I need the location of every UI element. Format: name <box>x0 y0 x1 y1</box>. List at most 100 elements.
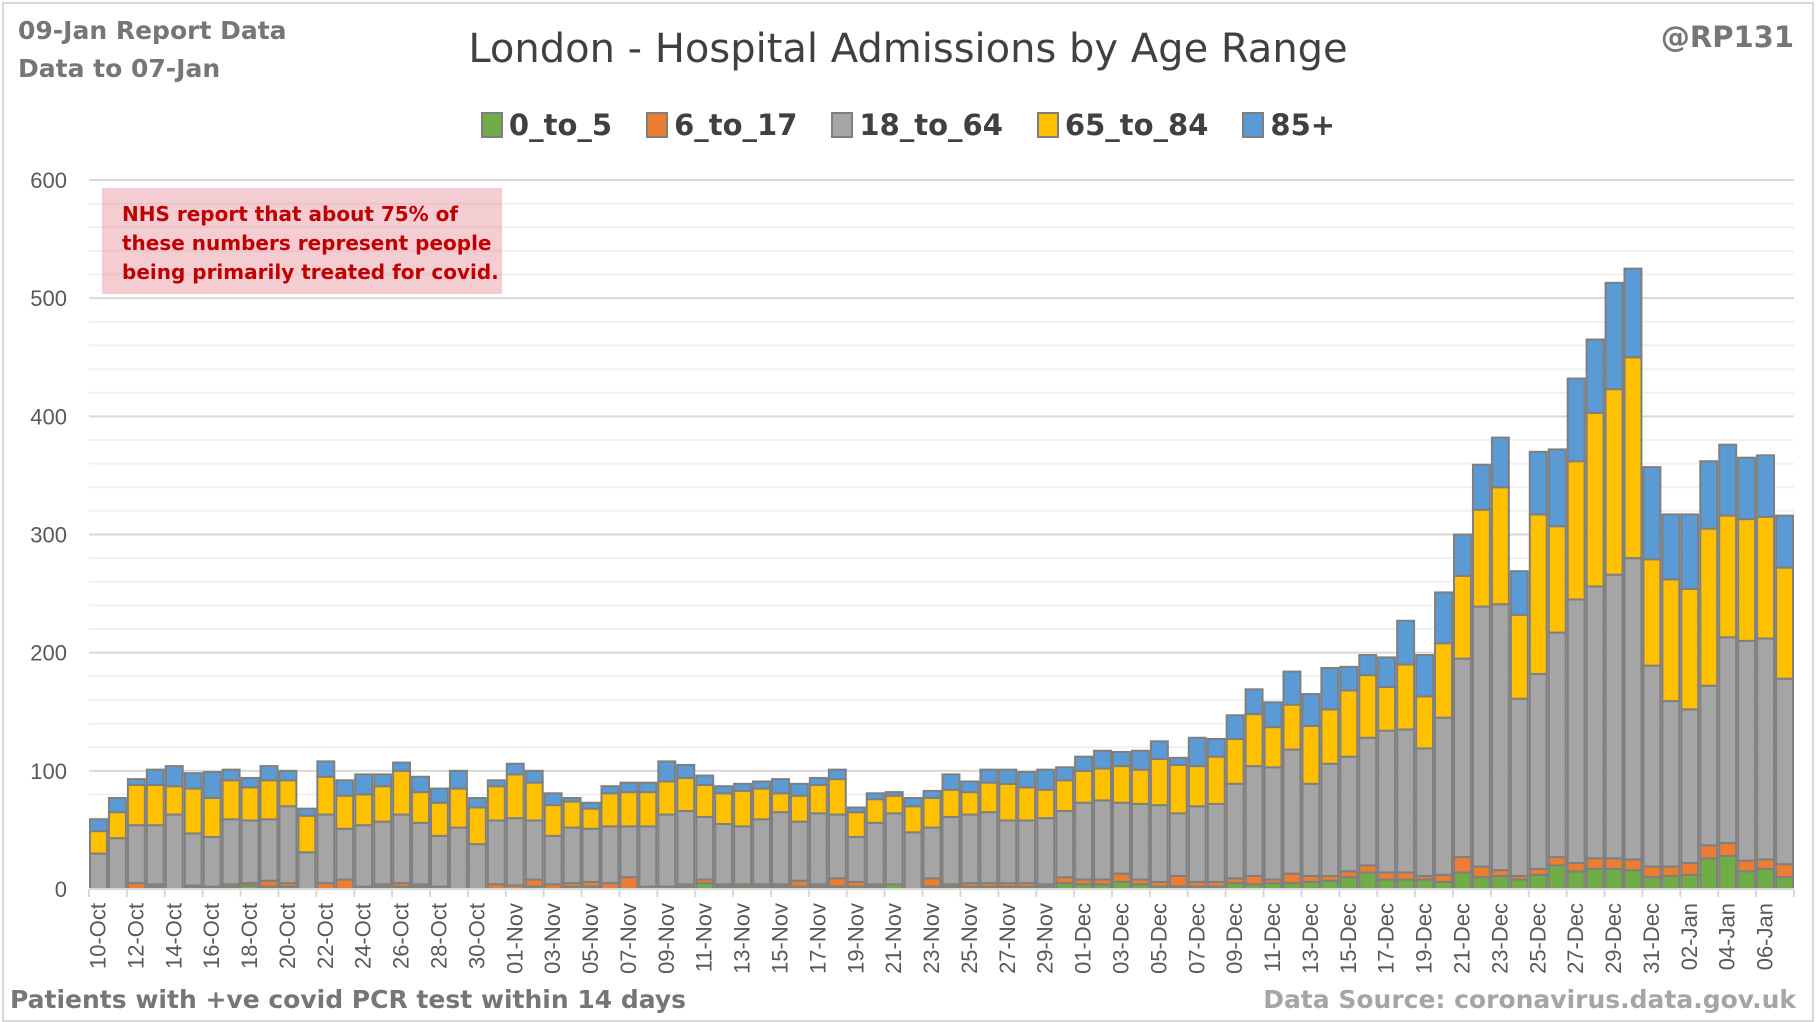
bar-segment-65_to_84 <box>1149 758 1169 807</box>
bar-segment-18_to_64 <box>126 824 146 885</box>
bar-segment-85plus <box>297 807 317 817</box>
bar-segment-85plus <box>543 792 563 807</box>
bar-segment-85plus <box>1112 750 1131 768</box>
bar-segment-6_to_17 <box>1453 856 1472 874</box>
bar-segment-18_to_64 <box>1699 684 1719 847</box>
bar-segment-65_to_84 <box>297 814 317 854</box>
bar-segment-18_to_64 <box>1263 766 1283 881</box>
bar-segment-85plus <box>354 773 374 796</box>
bar-segment-0_to_5 <box>1301 880 1321 890</box>
bar-segment-18_to_64 <box>1017 819 1037 885</box>
bar-segment-65_to_84 <box>562 800 582 829</box>
legend-swatch <box>480 112 503 138</box>
y-tick-label: 400 <box>30 404 67 429</box>
bar-segment-85plus <box>1453 533 1472 577</box>
bar-segment-85plus <box>467 797 487 809</box>
bar-segment-18_to_64 <box>1168 812 1188 878</box>
bar-segment-18_to_64 <box>638 825 658 888</box>
bar-segment-85plus <box>1396 619 1416 666</box>
bar-segment-85plus <box>1301 693 1321 727</box>
bar-segment-65_to_84 <box>448 787 468 829</box>
bar-segment-85plus <box>524 769 544 784</box>
bar-segment-65_to_84 <box>846 811 866 839</box>
bar-segment-6_to_17 <box>1775 863 1794 879</box>
bar-segment-65_to_84 <box>1130 768 1150 805</box>
bar-segment-85plus <box>107 797 127 814</box>
bar-segment-85plus <box>1756 454 1776 518</box>
legend-item: 18_to_64 <box>831 108 1003 142</box>
bar-segment-6_to_17 <box>1282 872 1302 885</box>
bar-segment-85plus <box>1680 513 1700 590</box>
bar-segment-65_to_84 <box>1490 486 1510 606</box>
bar-segment-6_to_17 <box>1623 858 1643 872</box>
bar-segment-18_to_64 <box>941 815 961 886</box>
bar-segment-18_to_64 <box>202 836 222 888</box>
bar-segment-6_to_17 <box>1737 859 1757 873</box>
bar-segment-85plus <box>695 774 715 787</box>
bar-segment-85plus <box>1320 667 1340 711</box>
bar-segment-65_to_84 <box>107 811 127 840</box>
bar-segment-65_to_84 <box>1699 527 1719 687</box>
bar-segment-18_to_64 <box>373 820 393 886</box>
bar-segment-65_to_84 <box>1017 786 1037 822</box>
bar-segment-65_to_84 <box>259 779 279 821</box>
bar-segment-18_to_64 <box>922 826 942 880</box>
bar-segment-85plus <box>752 780 771 790</box>
bar-segment-65_to_84 <box>1339 689 1359 758</box>
bar-segment-0_to_5 <box>1680 873 1700 891</box>
legend-label: 65_to_84 <box>1064 108 1209 142</box>
bar-segment-18_to_64 <box>1377 729 1397 874</box>
bar-segment-85plus <box>1187 736 1207 768</box>
bar-segment-0_to_5 <box>1358 871 1378 890</box>
bar-segment-18_to_64 <box>752 818 771 886</box>
bar-segment-65_to_84 <box>240 786 260 822</box>
bar-segment-0_to_5 <box>1396 878 1416 891</box>
x-tick-label: 05-Nov <box>578 903 603 974</box>
bar-segment-65_to_84 <box>1377 685 1397 732</box>
bar-segment-65_to_84 <box>524 781 544 822</box>
bar-segment-18_to_64 <box>467 843 487 891</box>
x-tick-label: 17-Nov <box>805 903 830 974</box>
bar-segment-85plus <box>1149 740 1169 761</box>
bar-segment-85plus <box>240 776 260 789</box>
bar-segment-0_to_5 <box>1642 876 1662 891</box>
bar-segment-85plus <box>1699 460 1719 530</box>
bar-segment-18_to_64 <box>1112 801 1131 875</box>
bar-segment-85plus <box>979 768 999 784</box>
bar-segment-65_to_84 <box>1680 587 1700 711</box>
bar-segment-18_to_64 <box>1093 799 1112 881</box>
bar-segment-18_to_64 <box>1566 598 1586 865</box>
bar-segment-18_to_64 <box>430 834 449 888</box>
bar-segment-6_to_17 <box>335 878 355 891</box>
bar-segment-85plus <box>505 762 525 776</box>
x-tick-label: 25-Dec <box>1525 903 1550 974</box>
bar-segment-18_to_64 <box>107 837 127 891</box>
chart-legend: 0_to_5 6_to_17 18_to_64 65_to_84 85+ <box>0 108 1816 142</box>
bar-segment-18_to_64 <box>505 817 525 887</box>
bar-segment-65_to_84 <box>89 830 108 855</box>
bar-segment-85plus <box>562 797 582 803</box>
bar-segment-65_to_84 <box>600 792 620 828</box>
bar-segment-18_to_64 <box>524 819 544 881</box>
bar-segment-6_to_17 <box>1244 875 1264 886</box>
bar-segment-85plus <box>771 778 790 795</box>
x-tick-label: 10-Oct <box>85 903 110 969</box>
bar-segment-85plus <box>335 779 355 797</box>
bar-segment-65_to_84 <box>1320 708 1340 765</box>
bar-segment-18_to_64 <box>1415 747 1435 878</box>
bar-segment-65_to_84 <box>922 797 942 829</box>
bar-segment-18_to_64 <box>657 813 677 888</box>
bar-segment-18_to_64 <box>1585 585 1605 860</box>
bar-segment-85plus <box>922 789 942 800</box>
x-tick-label: 13-Nov <box>730 903 755 974</box>
bar-segment-85plus <box>676 763 696 779</box>
bar-segment-18_to_64 <box>335 827 355 881</box>
bar-segment-65_to_84 <box>1453 574 1472 660</box>
bar-segment-65_to_84 <box>1093 767 1112 802</box>
legend-item: 6_to_17 <box>646 108 797 142</box>
x-tick-label: 13-Dec <box>1298 903 1323 974</box>
bar-segment-65_to_84 <box>771 792 790 814</box>
x-tick-label: 28-Oct <box>426 903 451 969</box>
bar-segment-6_to_17 <box>1585 857 1605 870</box>
bar-segment-85plus <box>808 776 828 787</box>
